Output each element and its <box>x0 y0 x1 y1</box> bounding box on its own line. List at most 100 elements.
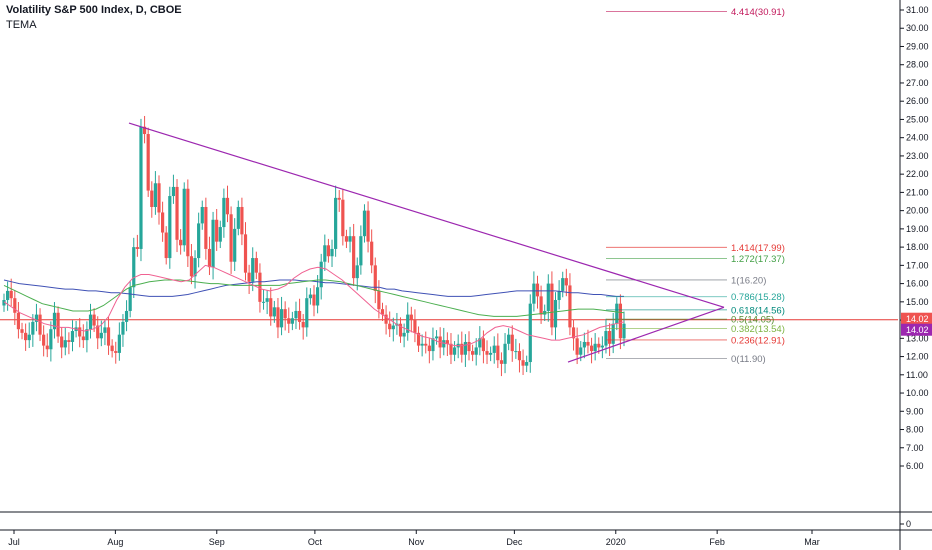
candle-body <box>525 362 529 366</box>
fib-level-label: 0.5(14.05) <box>731 315 774 326</box>
candle-body <box>398 323 403 337</box>
candle-body <box>103 327 107 333</box>
moving-average-line <box>3 279 625 317</box>
candle-body <box>24 332 28 341</box>
last-price-tag-label: 14.02 <box>906 314 929 324</box>
candle-body <box>467 341 471 352</box>
candle-body <box>618 303 622 339</box>
candle-body <box>550 283 554 328</box>
candle-body <box>427 345 431 352</box>
candle-body <box>586 341 590 346</box>
candle-body <box>6 290 10 301</box>
candle-body <box>81 336 85 341</box>
candle-body <box>117 334 121 353</box>
candle-body <box>589 345 594 352</box>
candle-body <box>348 236 352 242</box>
chart-title: Volatility S&P 500 Index, D, CBOE <box>6 4 182 16</box>
candle-body <box>362 210 367 237</box>
y-tick-label: 6.00 <box>906 461 924 471</box>
candle-body <box>2 300 6 306</box>
candle-body <box>452 347 457 355</box>
candle-body <box>251 258 255 282</box>
candle-body <box>254 258 258 273</box>
candle-body <box>564 278 568 286</box>
x-tick-label: Nov <box>408 537 425 547</box>
candle-body <box>236 206 240 229</box>
candle-body <box>287 318 291 324</box>
y-tick-label: 29.00 <box>906 41 929 51</box>
candle-body <box>45 345 49 350</box>
y-tick-label: 13.00 <box>906 333 929 343</box>
y-tick-label: 8.00 <box>906 425 924 435</box>
candle-body <box>229 214 233 262</box>
candle-body <box>434 336 439 339</box>
candle-body <box>478 338 482 348</box>
candle-body <box>503 343 507 364</box>
candle-body <box>279 309 284 328</box>
fib-level-label: 1(16.20) <box>731 275 766 286</box>
y-tick-label: 17.00 <box>906 260 929 270</box>
candle-body <box>460 343 464 355</box>
candle-body <box>146 134 150 191</box>
last-price-tag <box>901 312 932 325</box>
candle-body <box>431 338 435 352</box>
candle-body <box>301 321 305 328</box>
candle-body <box>492 345 496 353</box>
last-price-tag-label: 14.02 <box>906 325 929 335</box>
candle-body <box>305 298 309 328</box>
candle-body <box>297 310 302 322</box>
candle-body <box>489 352 493 355</box>
candle-body <box>215 219 219 242</box>
candle-body <box>124 310 129 322</box>
indicator-label: TEMA <box>6 19 37 31</box>
fib-level-label: 0.382(13.54) <box>731 324 785 335</box>
candle-body <box>150 190 154 207</box>
fib-level-label: 0(11.90) <box>731 354 766 365</box>
candle-body <box>9 290 13 299</box>
x-tick-label: Oct <box>308 537 323 547</box>
candle-body <box>175 186 179 240</box>
candle-body <box>42 334 46 346</box>
candle-body <box>99 332 103 339</box>
fib-level-label: 4.414(30.91) <box>731 7 785 18</box>
candle-body <box>121 321 125 335</box>
candle-body <box>384 314 388 324</box>
candle-body <box>409 314 413 321</box>
candle-body <box>283 309 287 319</box>
candle-body <box>316 287 320 306</box>
candle-body <box>355 265 359 279</box>
candle-body <box>532 283 536 304</box>
candle-body <box>517 351 522 361</box>
candle-body <box>622 323 626 339</box>
candle-body <box>78 327 82 337</box>
candle-body <box>106 327 111 346</box>
candle-body <box>276 307 280 328</box>
candle-body <box>204 206 208 249</box>
candle-body <box>463 341 467 355</box>
candle-body <box>471 351 475 355</box>
candle-body <box>442 340 446 348</box>
candle-body <box>521 360 525 366</box>
candle-body <box>344 236 349 242</box>
y-tick-label: 24.00 <box>906 133 929 143</box>
x-tick-label: Sep <box>209 537 225 547</box>
candle-body <box>308 294 312 299</box>
y-tick-label: 31.00 <box>906 5 929 15</box>
candle-body <box>49 329 53 350</box>
candle-body <box>16 312 21 330</box>
candle-body <box>528 303 532 363</box>
candle-body <box>420 343 424 346</box>
x-tick-label: Aug <box>107 537 123 547</box>
candle-body <box>96 325 100 339</box>
candle-body <box>535 283 540 297</box>
candle-body <box>157 183 161 213</box>
candle-body <box>323 245 327 262</box>
candle-body <box>611 323 615 344</box>
y-tick-label: 21.00 <box>906 187 929 197</box>
candle-body <box>416 332 421 346</box>
candle-body <box>575 338 579 355</box>
candle-body <box>85 329 89 341</box>
upper-trendline <box>128 122 725 308</box>
candle-body <box>561 278 565 291</box>
